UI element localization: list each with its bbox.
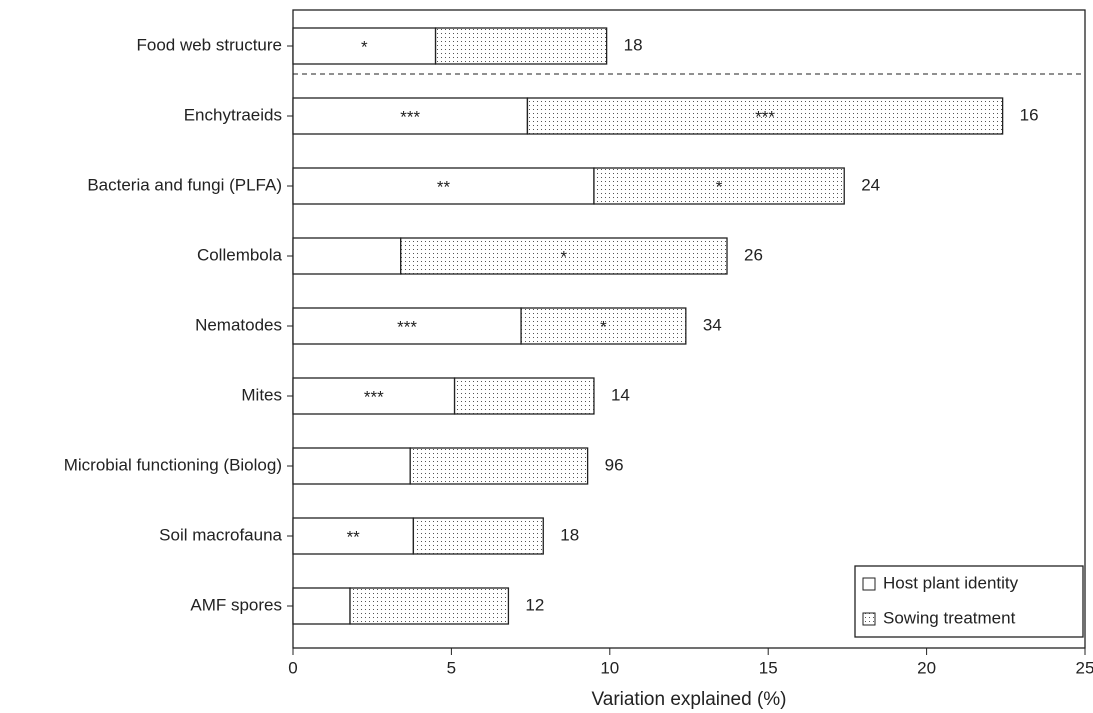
bar-segment (292, 307, 522, 345)
bar-segment (292, 447, 411, 485)
bar-segment (400, 237, 728, 275)
significance-label: * (716, 177, 723, 196)
bar-segment (292, 237, 402, 275)
bar-segment (412, 517, 544, 555)
bar-segment (593, 167, 845, 205)
n-label: 96 (605, 455, 624, 474)
y-tick-label: Collembola (197, 245, 283, 264)
x-axis-title: Variation explained (%) (591, 689, 786, 710)
significance-label: *** (364, 387, 384, 406)
bar-segment (292, 97, 529, 135)
legend-swatch (862, 612, 876, 626)
bar-segment (349, 587, 510, 625)
legend-label: Sowing treatment (883, 608, 1016, 627)
bar-segment (292, 517, 415, 555)
n-label: 24 (861, 175, 880, 194)
significance-label: * (561, 247, 568, 266)
bar-segment (453, 377, 595, 415)
significance-label: *** (755, 107, 775, 126)
y-tick-label: Microbial functioning (Biolog) (64, 455, 282, 474)
bar-segment (434, 27, 608, 65)
y-tick-label: Enchytraeids (184, 105, 282, 124)
bar-segment (526, 97, 1004, 135)
y-tick-label: Soil macrofauna (159, 525, 282, 544)
y-tick-label: Nematodes (195, 315, 282, 334)
significance-label: * (361, 37, 368, 56)
x-tick-label: 20 (917, 658, 936, 677)
y-tick-label: Bacteria and fungi (PLFA) (87, 175, 282, 194)
y-tick-label: Food web structure (136, 35, 282, 54)
significance-label: *** (397, 317, 417, 336)
legend-box (854, 565, 1084, 638)
significance-label: ** (347, 527, 361, 546)
significance-label: ** (437, 177, 451, 196)
n-label: 16 (1020, 105, 1039, 124)
n-label: 12 (525, 595, 544, 614)
bar-segment (292, 587, 351, 625)
x-tick-label: 0 (288, 658, 297, 677)
legend-label: Host plant identity (883, 573, 1019, 592)
bar-segment (292, 27, 437, 65)
n-label: 26 (744, 245, 763, 264)
x-tick-label: 15 (759, 658, 778, 677)
y-tick-label: AMF spores (190, 595, 282, 614)
x-tick-label: 5 (447, 658, 456, 677)
x-tick-label: 10 (600, 658, 619, 677)
bar-segment (292, 167, 595, 205)
bar-segment (520, 307, 687, 345)
legend-swatch (862, 577, 876, 591)
n-label: 14 (611, 385, 630, 404)
significance-label: *** (400, 107, 420, 126)
bar-segment (409, 447, 589, 485)
n-label: 18 (560, 525, 579, 544)
y-tick-label: Mites (241, 385, 282, 404)
n-label: 18 (624, 35, 643, 54)
significance-label: * (600, 317, 607, 336)
n-label: 34 (703, 315, 722, 334)
x-tick-label: 25 (1076, 658, 1093, 677)
